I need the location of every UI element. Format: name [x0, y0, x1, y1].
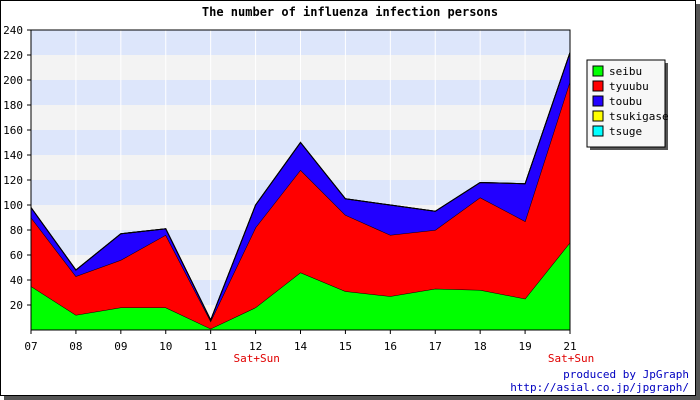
weekend-annotation: Sat+Sun: [548, 352, 594, 365]
legend-swatch-seibu: [592, 65, 604, 77]
y-tick-label: 40: [10, 274, 23, 287]
legend: seibu tyuubu toubu tsukigase tsuge: [586, 59, 669, 150]
legend-swatch-tyuubu: [592, 80, 604, 92]
y-tick-label: 160: [3, 124, 23, 137]
x-axis-labels: 07 08 09 10 11 12 14 15 16 17 18 19 21: [24, 330, 577, 353]
legend-label-seibu: seibu: [609, 65, 642, 78]
x-tick-label: 17: [429, 340, 442, 353]
y-tick-label: 200: [3, 74, 23, 87]
legend-label-tsukigase: tsukigase: [609, 110, 669, 123]
x-tick-label: 18: [474, 340, 487, 353]
frame-shadow: [696, 4, 700, 400]
area-seibu: [31, 242, 570, 330]
legend-swatch-tsukigase: [592, 110, 604, 122]
x-tick-label: 21: [563, 340, 576, 353]
y-axis-labels: 20 40 60 80 100 120 140 160 180 200 220 240: [3, 24, 31, 312]
weekend-annotation: Sat+Sun: [233, 352, 279, 365]
legend-swatch-toubu: [592, 95, 604, 107]
y-tick-label: 20: [10, 299, 23, 312]
x-tick-label: 16: [384, 340, 397, 353]
x-tick-label: 11: [204, 340, 217, 353]
legend-label-toubu: toubu: [609, 95, 642, 108]
y-tick-label: 240: [3, 24, 23, 37]
annotations: Sat+Sun Sat+Sun: [233, 352, 594, 365]
y-tick-label: 180: [3, 99, 23, 112]
x-tick-label: 12: [249, 340, 262, 353]
y-tick-label: 100: [3, 199, 23, 212]
y-tick-label: 140: [3, 149, 23, 162]
legend-label-tsuge: tsuge: [609, 125, 642, 138]
legend-swatch-tsuge: [592, 125, 604, 137]
legend-label-tyuubu: tyuubu: [609, 80, 649, 93]
credit-line-1: produced by JpGraph: [563, 368, 689, 381]
x-tick-label: 14: [294, 340, 308, 353]
frame-shadow: [4, 396, 700, 400]
x-tick-label: 07: [24, 340, 37, 353]
x-tick-label: 08: [69, 340, 82, 353]
x-tick-label: 19: [518, 340, 531, 353]
area-tyuubu: [31, 81, 570, 329]
y-tick-label: 60: [10, 249, 23, 262]
x-tick-label: 15: [339, 340, 352, 353]
x-tick-label: 10: [159, 340, 172, 353]
y-tick-label: 220: [3, 49, 23, 62]
credit-line-2: http://asial.co.jp/jpgraph/: [510, 381, 689, 394]
stacked-areas: [30, 52, 571, 330]
x-tick-label: 09: [114, 340, 127, 353]
y-tick-label: 120: [3, 174, 23, 187]
chart-title: The number of influenza infection person…: [202, 5, 498, 19]
line-tsuge: [30, 52, 571, 322]
y-tick-label: 80: [10, 224, 23, 237]
